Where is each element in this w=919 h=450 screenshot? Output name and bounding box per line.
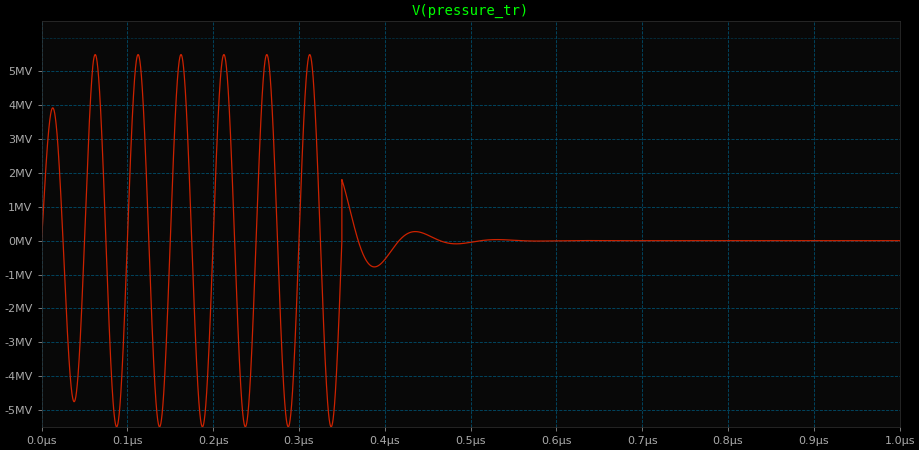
Title: V(pressure_tr): V(pressure_tr) (412, 4, 529, 18)
